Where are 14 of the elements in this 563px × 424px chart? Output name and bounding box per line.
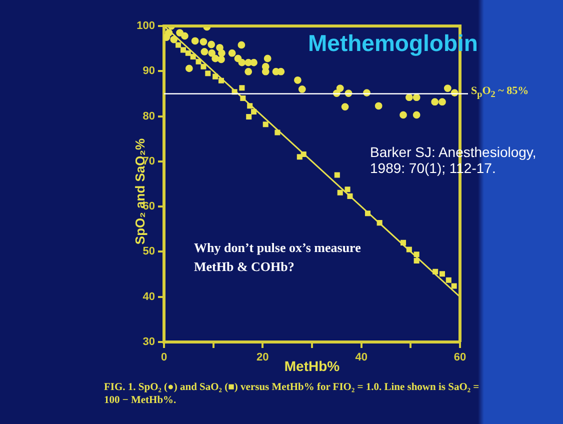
y-tick-label: 80 [142, 110, 155, 122]
x-axis-title: MetHb% [284, 358, 340, 374]
y-tick-label: 50 [142, 246, 155, 258]
ref-line-label: S$_{p}$O$_{2}$ ~ 85% [471, 84, 529, 99]
y-tick-label: 100 [136, 20, 155, 32]
x-tick-label: 60 [454, 352, 466, 364]
caption: FIG. 1. SpO₂ (●) and SaO₂ (■) versus MetHb% for FIO₂ = 1.0. Line shown is SaO₂ = 100 − MetHb%. [104, 381, 480, 407]
x-tick-label: 20 [256, 352, 269, 364]
x-tick-label: 40 [355, 352, 368, 364]
y-tick-label: 40 [142, 290, 155, 303]
annotation: Why don’t pulse ox’s measure MetHb & COHb? [194, 239, 362, 276]
y-tick-label: 90 [142, 65, 155, 78]
x-tick-label: 0 [160, 352, 168, 364]
y-tick-label: 30 [142, 336, 155, 348]
